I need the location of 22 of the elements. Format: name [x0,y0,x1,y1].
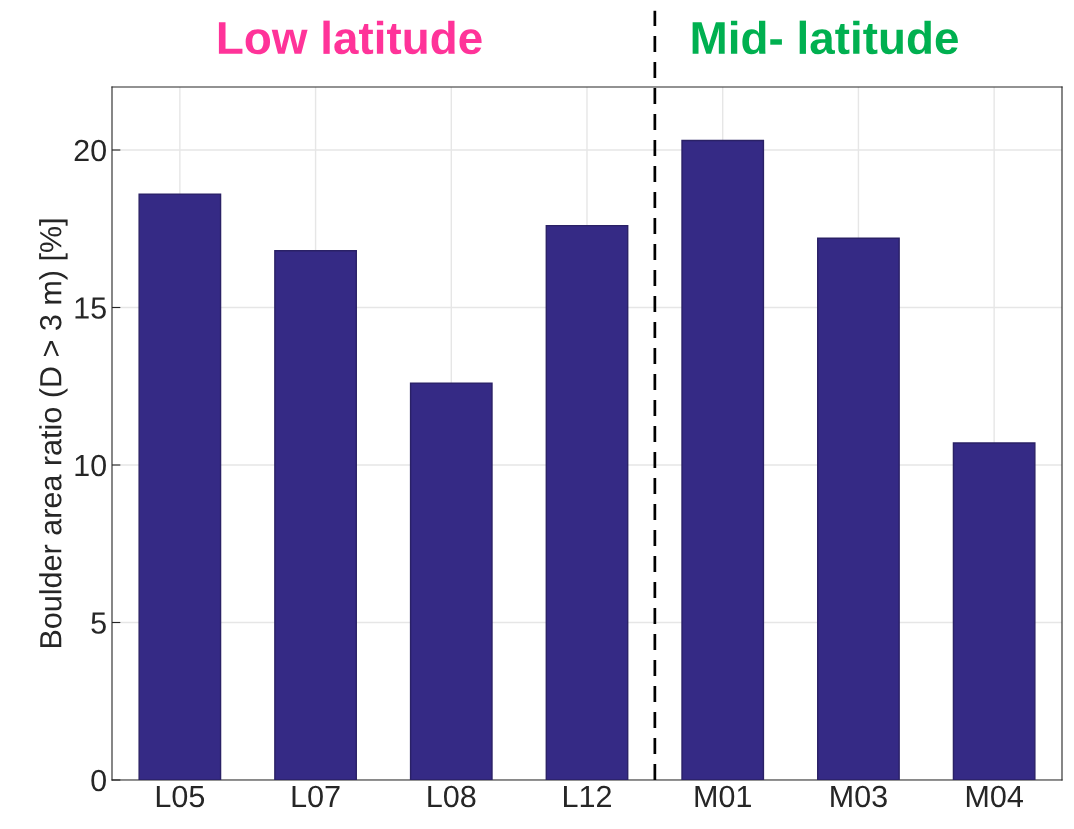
bar [138,193,222,780]
y-tick-label: 20 [74,139,106,162]
y-tick-label: 0 [91,769,106,792]
x-tick-label: M01 [695,785,751,808]
bar [274,250,357,780]
text: Low latitude [218,20,482,55]
bar [409,382,493,780]
y-tick-label: 5 [91,612,106,634]
bar [952,442,1036,780]
text: Mid- latitude [692,20,958,55]
x-tick-label: L07 [292,785,340,808]
bar [545,224,629,780]
x-tick-label: M04 [966,785,1023,808]
y-tick-label: 15 [75,297,106,319]
x-tick-label: L08 [428,785,476,808]
x-tick-label: M03 [831,785,887,808]
y-tick-label: 10 [75,454,106,477]
x-tick-label: L05 [156,785,205,808]
bar [681,139,765,780]
bar [817,237,900,780]
y-axis-title: Boulder area ratio (D > 3 m) [%] [39,219,68,648]
x-tick-label: L12 [564,785,611,807]
